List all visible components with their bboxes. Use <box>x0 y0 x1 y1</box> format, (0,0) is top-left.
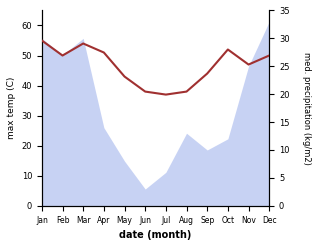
Y-axis label: med. precipitation (kg/m2): med. precipitation (kg/m2) <box>302 52 311 165</box>
X-axis label: date (month): date (month) <box>119 230 192 240</box>
Y-axis label: max temp (C): max temp (C) <box>7 77 16 139</box>
